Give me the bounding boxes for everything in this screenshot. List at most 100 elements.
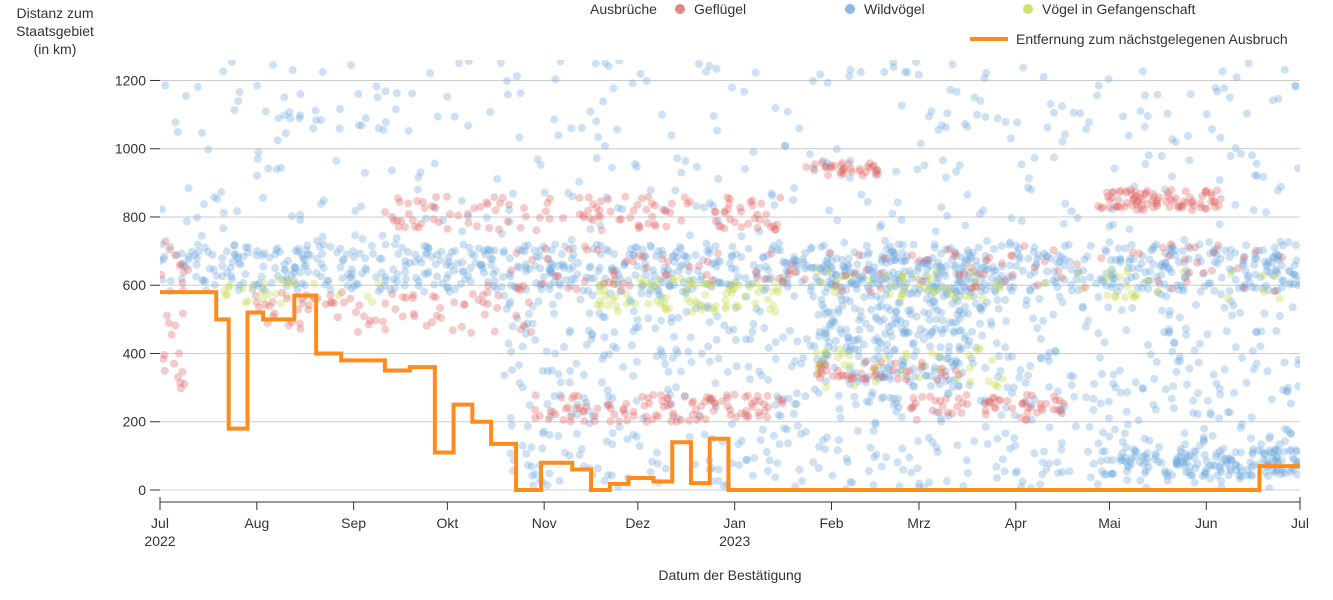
data-point (1242, 241, 1250, 249)
data-point (561, 449, 569, 457)
data-point (1219, 67, 1227, 75)
data-point (655, 247, 663, 255)
data-point (1166, 203, 1174, 211)
data-point (375, 279, 383, 287)
data-point (206, 265, 214, 273)
data-point (1009, 283, 1017, 291)
data-point (1138, 284, 1146, 292)
data-point (1042, 465, 1050, 473)
data-point (334, 313, 342, 321)
data-point (222, 292, 230, 300)
data-point (1024, 184, 1032, 192)
data-point (1137, 260, 1145, 268)
data-point (219, 67, 227, 75)
data-point (429, 292, 437, 300)
data-point (1191, 243, 1199, 251)
data-point (1289, 303, 1297, 311)
data-point (1017, 413, 1025, 421)
data-point (813, 268, 821, 276)
data-point (1033, 324, 1041, 332)
data-point (740, 88, 748, 96)
data-point (1201, 282, 1209, 290)
data-point (1061, 200, 1069, 208)
data-point (621, 193, 629, 201)
data-point (967, 263, 975, 271)
data-point (757, 200, 765, 208)
data-point (988, 356, 996, 364)
data-point (1094, 439, 1102, 447)
data-point (264, 165, 272, 173)
data-point (1079, 276, 1087, 284)
data-point (910, 383, 918, 391)
data-point (938, 285, 946, 293)
data-point (1111, 293, 1119, 301)
data-point (1154, 288, 1162, 296)
data-point (161, 81, 169, 89)
data-point (1236, 309, 1244, 317)
data-point (1147, 351, 1155, 359)
data-point (857, 370, 865, 378)
data-point (528, 256, 536, 264)
data-point (1030, 263, 1038, 271)
data-point (610, 280, 618, 288)
data-point (1008, 214, 1016, 222)
data-point (1033, 255, 1041, 263)
data-point (285, 321, 293, 329)
data-point (1097, 457, 1105, 465)
data-point (1243, 110, 1251, 118)
data-point (889, 367, 897, 375)
data-point (601, 333, 609, 341)
data-point (556, 281, 564, 289)
data-point (1135, 416, 1143, 424)
data-point (1252, 284, 1260, 292)
data-point (581, 277, 589, 285)
data-point (764, 467, 772, 475)
data-point (745, 363, 753, 371)
data-point (824, 260, 832, 268)
data-point (1276, 312, 1284, 320)
data-point (532, 391, 540, 399)
data-point (1066, 258, 1074, 266)
data-point (280, 260, 288, 268)
data-point (765, 344, 773, 352)
data-point (218, 254, 226, 262)
data-point (865, 248, 873, 256)
data-point (654, 276, 662, 284)
data-point (910, 241, 918, 249)
data-point (509, 322, 517, 330)
data-point (1094, 293, 1102, 301)
data-point (1089, 395, 1097, 403)
data-point (1167, 240, 1175, 248)
data-point (741, 393, 749, 401)
data-point (631, 160, 639, 168)
data-point (292, 247, 300, 255)
data-point (860, 340, 868, 348)
data-point (275, 276, 283, 284)
data-point (184, 266, 192, 274)
data-point (576, 210, 584, 218)
data-point (992, 404, 1000, 412)
data-point (1023, 391, 1031, 399)
data-point (818, 296, 826, 304)
data-point (609, 84, 617, 92)
data-point (608, 164, 616, 172)
data-point (1082, 125, 1090, 133)
data-point (631, 299, 639, 307)
data-point (1144, 449, 1152, 457)
data-point (636, 252, 644, 260)
data-point (876, 223, 884, 231)
data-point (432, 193, 440, 201)
data-point (562, 405, 570, 413)
data-point (619, 363, 627, 371)
data-point (417, 258, 425, 266)
data-point (1015, 373, 1023, 381)
data-point (1107, 268, 1115, 276)
data-point (1164, 189, 1172, 197)
data-point (816, 374, 824, 382)
data-point (903, 68, 911, 76)
data-point (193, 254, 201, 262)
chart-container: 020040060080010001200Distanz zumStaatsge… (0, 0, 1333, 600)
data-point (905, 454, 913, 462)
data-point (894, 198, 902, 206)
data-point (484, 282, 492, 290)
